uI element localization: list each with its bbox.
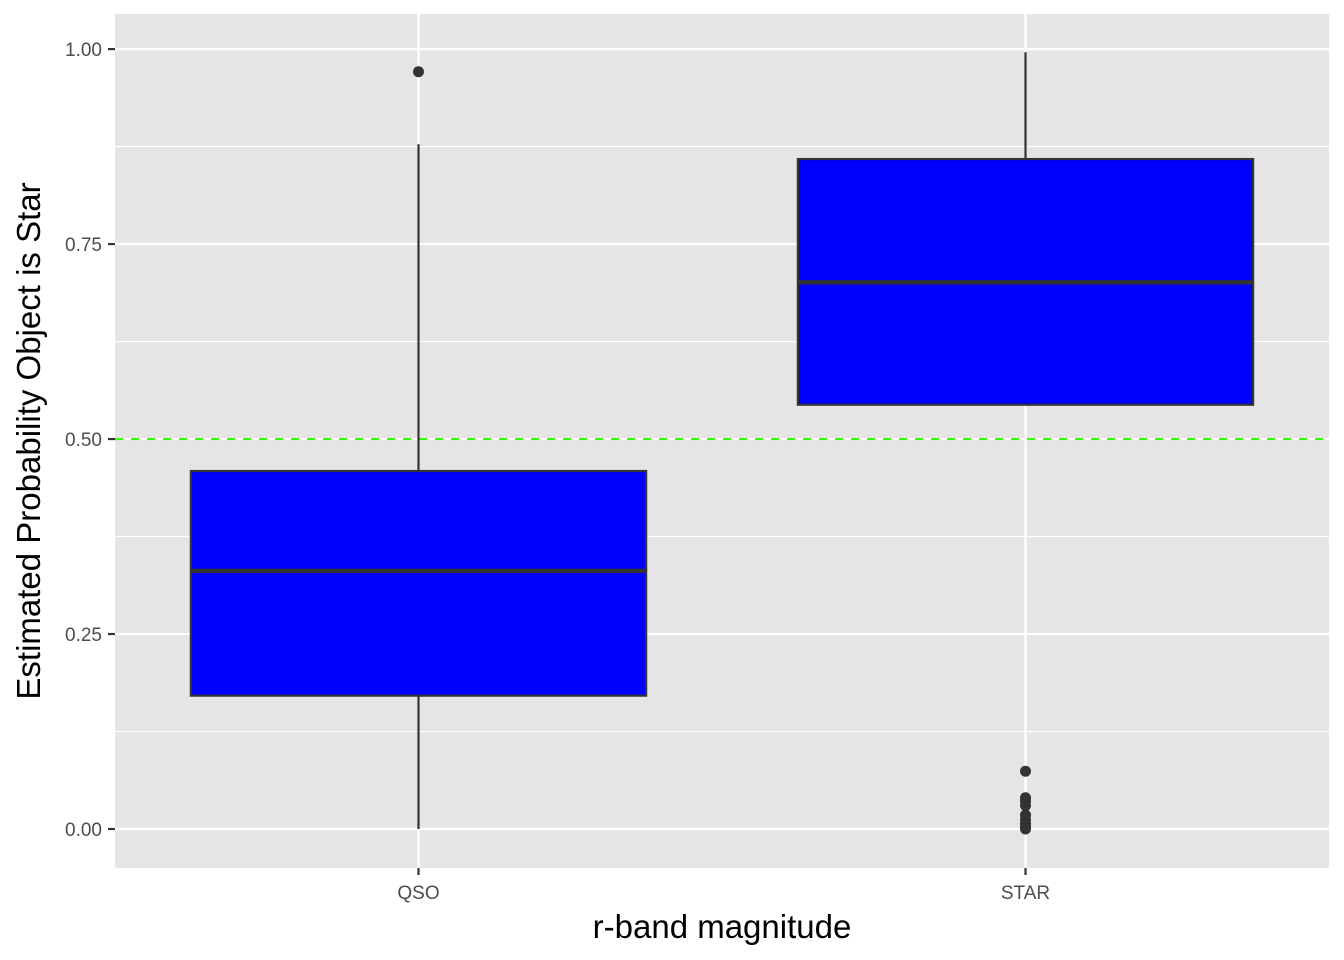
box-layer	[189, 52, 1255, 835]
box-star	[796, 52, 1255, 835]
x-axis-title: r-band magnitude	[593, 908, 852, 945]
outlier-point	[413, 66, 424, 78]
x-tick-label: STAR	[1001, 883, 1050, 904]
plot-panel	[115, 14, 1329, 868]
y-tick-label: 0.75	[65, 235, 102, 256]
y-tick-label: 0.50	[65, 430, 102, 451]
y-tick-label: 0.00	[65, 820, 102, 841]
y-axis-title: Estimated Probability Object is Star	[10, 182, 47, 699]
axes: 0.00 0.25 0.50 0.75 1.00 QSO STAR	[65, 40, 1050, 904]
y-tick-label: 0.25	[65, 625, 102, 646]
outlier-point	[1020, 823, 1031, 835]
y-tick-label: 1.00	[65, 40, 102, 61]
box-qso	[189, 66, 648, 830]
outlier-point	[1020, 765, 1031, 777]
x-tick-label: QSO	[397, 883, 439, 904]
box-iqr	[189, 469, 648, 697]
outlier-point	[1020, 800, 1031, 812]
